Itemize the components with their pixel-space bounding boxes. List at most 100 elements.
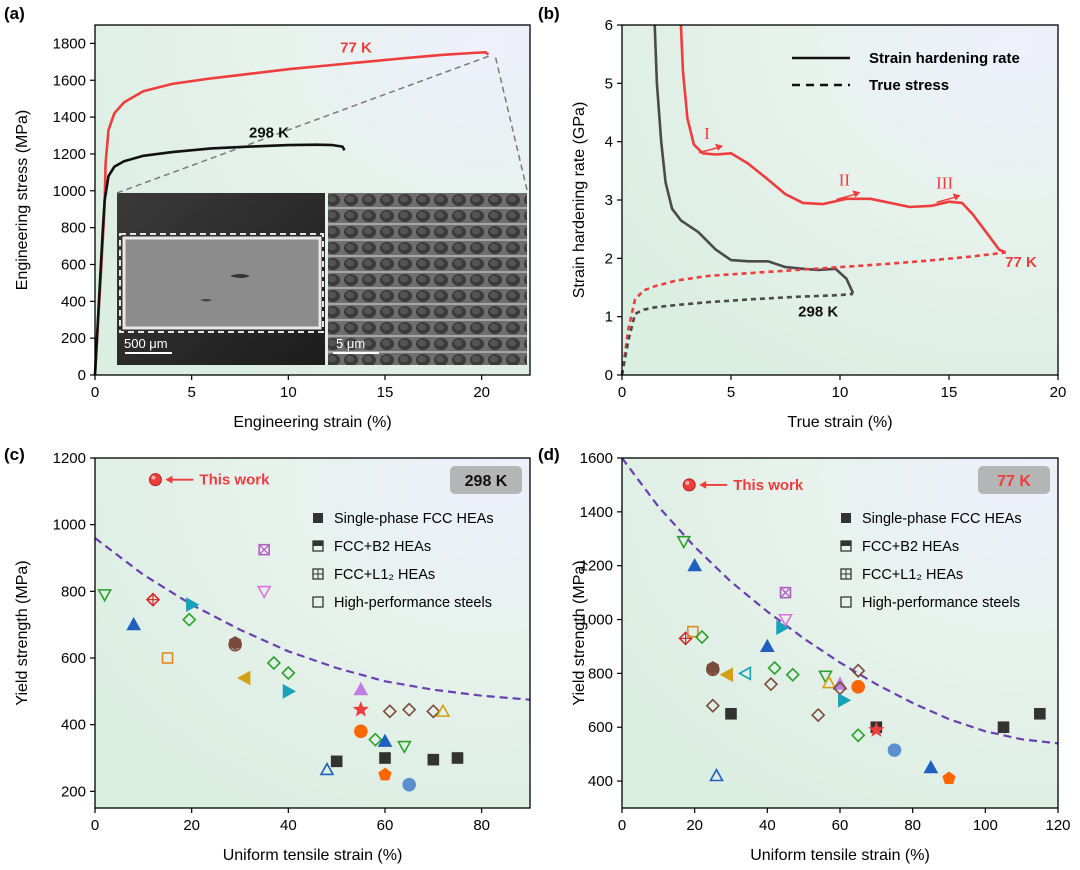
series-line — [93, 51, 490, 376]
sem-right-image — [328, 193, 527, 365]
legend-icon-single-phase — [841, 513, 851, 523]
y-tick-label: 600 — [61, 650, 86, 667]
data-point-tri-up — [126, 617, 142, 631]
sem-left-specimen — [122, 236, 322, 330]
temperature-badge — [978, 466, 1050, 494]
data-point-cross — [259, 545, 269, 555]
x-tick-label: 60 — [832, 817, 849, 834]
data-point-square — [687, 625, 699, 638]
data-point-diamond — [182, 612, 197, 627]
data-point-square — [1034, 707, 1046, 720]
x-axis-title: Uniform tensile strain (%) — [750, 847, 930, 864]
y-tick-label: 200 — [61, 783, 86, 800]
y-tick-label: 1600 — [580, 450, 613, 467]
data-point-pentagon — [378, 767, 392, 781]
stage-arrow-head — [715, 143, 724, 151]
legend-label: High-performance steels — [862, 595, 1020, 611]
x-tick-label: 0 — [618, 384, 626, 401]
y-axis-title: Yield strength (MPa) — [571, 560, 588, 705]
y-axis-title: Engineering stress (MPa) — [14, 110, 31, 291]
y-tick-label: 1200 — [53, 450, 86, 467]
y-tick-label: 0 — [78, 367, 86, 384]
data-point-tri-down — [256, 585, 272, 599]
legend-label: FCC+L1₂ HEAs — [862, 567, 963, 583]
panel-c-plot-area — [95, 458, 530, 808]
y-tick-label: 3 — [605, 192, 613, 209]
data-point-diamond — [426, 704, 441, 719]
y-tick-label: 4 — [605, 134, 613, 151]
panel-a-frame — [94, 24, 531, 376]
y-tick-label: 800 — [61, 583, 86, 600]
this-work-label: This work — [199, 472, 270, 489]
data-point-star — [868, 721, 885, 737]
y-tick-label: 1000 — [580, 612, 613, 629]
data-point-tri-down — [676, 535, 692, 550]
panel-label-d: (d) — [538, 445, 560, 464]
y-tick-label: 5 — [605, 75, 613, 92]
x-tick-label: 120 — [1045, 817, 1070, 834]
data-point-diamond — [767, 660, 782, 676]
panel-c-frame — [94, 457, 531, 809]
y-tick-label: 1600 — [53, 72, 86, 89]
data-point-square — [779, 586, 792, 599]
sem-right-scale-label: 5 μm — [336, 336, 365, 351]
legend-label: FCC+B2 HEAs — [334, 539, 431, 555]
y-tick-label: 600 — [588, 719, 613, 736]
data-point-diamond — [811, 707, 826, 723]
data-point-tri-up — [821, 675, 837, 689]
data-point-circle — [228, 637, 242, 652]
legend-label-hardening: Strain hardening rate — [869, 50, 1020, 67]
this-work-arrow-head — [165, 475, 173, 484]
temperature-badge — [450, 466, 522, 494]
panel-label-c: (c) — [4, 445, 25, 464]
legend-icon-steels — [840, 596, 852, 608]
data-point-square — [725, 707, 737, 720]
data-point-square — [451, 752, 464, 764]
legend-icon-b2-fill — [841, 541, 851, 546]
data-point-circle — [887, 743, 902, 757]
x-tick-label: 0 — [91, 384, 99, 401]
data-point-star — [352, 701, 369, 717]
data-point-tri-up — [709, 768, 724, 782]
x-axis-title: Uniform tensile strain (%) — [223, 847, 403, 864]
data-point-diamond — [763, 677, 779, 692]
panel-c-chart: This work 298 K Single-phase FCC HEAs FCC+B… — [14, 450, 531, 864]
y-tick-label: 1000 — [53, 183, 86, 200]
y-tick-label: 800 — [61, 220, 86, 237]
series-line — [93, 143, 346, 376]
data-point-pentagon — [942, 771, 956, 785]
data-point-tri-up — [319, 762, 335, 776]
stage-label: II — [839, 170, 851, 189]
data-point-diamond — [851, 663, 866, 678]
legend-label-true-stress: True stress — [869, 77, 949, 94]
x-tick-label: 15 — [941, 384, 958, 401]
x-tick-label: 100 — [973, 817, 998, 834]
trend-line — [621, 457, 1059, 745]
trend-line — [94, 537, 531, 701]
x-axis-title: Engineering strain (%) — [233, 414, 391, 431]
data-point-diamond — [368, 732, 383, 747]
stage-label: III — [936, 173, 953, 192]
data-point-square — [427, 753, 440, 766]
data-point-square — [379, 752, 391, 764]
zoom-guide-line-2 — [494, 54, 528, 191]
x-tick-label: 0 — [91, 817, 99, 834]
data-point-tri-down — [778, 613, 793, 628]
x-tick-label: 10 — [280, 384, 297, 401]
data-point-circle — [851, 680, 865, 694]
x-tick-label: 80 — [904, 817, 921, 834]
data-point-square — [330, 755, 343, 768]
y-tick-label: 1200 — [53, 146, 86, 163]
data-point-tri-down — [396, 740, 412, 754]
data-point-tri-down — [97, 589, 113, 603]
x-tick-label: 0 — [618, 817, 626, 834]
sem-left-scale-label: 500 μm — [124, 336, 168, 351]
data-point-circle — [706, 662, 720, 677]
data-point-diamond — [402, 702, 417, 717]
curve-label: 298 K — [798, 304, 838, 321]
panel-label-a: (a) — [4, 4, 25, 23]
x-tick-label: 15 — [377, 384, 394, 401]
data-point-tri-up — [759, 638, 775, 653]
y-tick-label: 1400 — [580, 504, 613, 521]
data-point-square — [161, 652, 174, 664]
